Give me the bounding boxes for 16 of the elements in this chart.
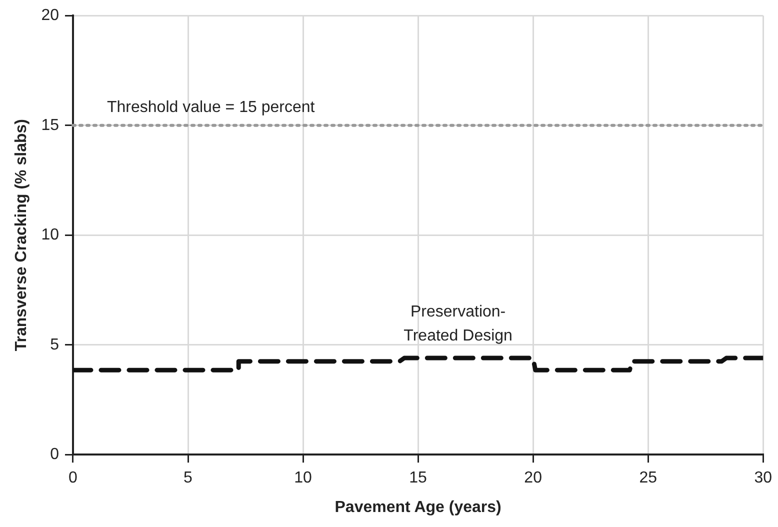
y-tick-label: 20 bbox=[41, 7, 60, 24]
series-label: Preservation-Treated Design bbox=[404, 303, 512, 344]
x-tick-label: 30 bbox=[754, 470, 772, 487]
y-tick-label: 5 bbox=[50, 336, 60, 354]
y-tick-label: 15 bbox=[41, 116, 60, 134]
ref-line-label: Threshold value = 15 percent bbox=[106, 98, 316, 116]
x-tick-label: 25 bbox=[639, 470, 658, 487]
x-tick-label: 10 bbox=[294, 470, 312, 487]
y-tick-label: 10 bbox=[41, 226, 60, 244]
y-axis-title: Transverse Cracking (% slabs) bbox=[13, 119, 30, 352]
x-axis-title: Pavement Age (years) bbox=[334, 498, 502, 516]
x-tick-label: 0 bbox=[68, 470, 78, 487]
x-tick-label: 5 bbox=[184, 470, 193, 487]
x-tick-label: 20 bbox=[524, 470, 542, 487]
x-tick-label: 15 bbox=[409, 470, 428, 487]
y-tick-label: 0 bbox=[50, 446, 60, 464]
